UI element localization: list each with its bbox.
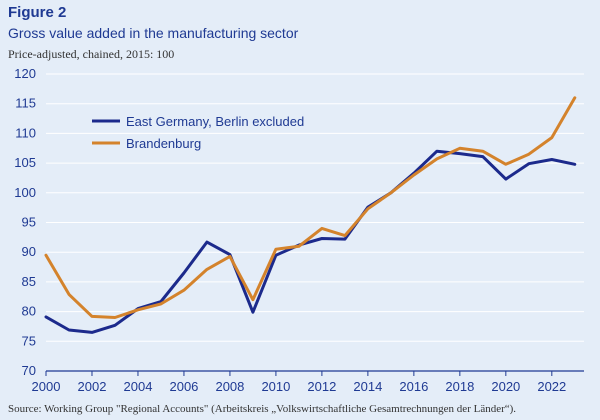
- y-tick-label: 85: [22, 274, 36, 289]
- y-tick-label: 105: [14, 155, 36, 170]
- y-tick-label: 95: [22, 215, 36, 230]
- x-tick-label: 2004: [124, 379, 153, 394]
- chart-title: Gross value added in the manufacturing s…: [8, 25, 299, 41]
- y-tick-label: 80: [22, 304, 36, 319]
- legend-label: East Germany, Berlin excluded: [126, 114, 304, 129]
- y-tick-label: 100: [14, 185, 36, 200]
- y-tick-label: 70: [22, 363, 36, 378]
- y-tick-label: 75: [22, 333, 36, 348]
- legend-label: Brandenburg: [126, 136, 201, 151]
- y-tick-label: 115: [15, 96, 36, 111]
- series-line-brandenburg: [44, 96, 577, 319]
- x-tick-label: 2016: [399, 379, 428, 394]
- x-tick-label: 2022: [537, 379, 566, 394]
- x-tick-label: 2010: [261, 379, 290, 394]
- source-note: Source: Working Group "Regional Accounts…: [8, 403, 517, 415]
- y-tick-label: 90: [22, 244, 36, 259]
- x-tick-label: 2006: [169, 379, 198, 394]
- x-tick-label: 2018: [445, 379, 474, 394]
- x-tick-label: 2008: [215, 379, 244, 394]
- x-tick-label: 2002: [78, 379, 107, 394]
- x-tick-label: 2020: [491, 379, 520, 394]
- x-tick-label: 2012: [307, 379, 336, 394]
- y-tick-label: 110: [15, 125, 36, 140]
- y-tick-label: 120: [14, 66, 36, 81]
- figure-label: Figure 2: [8, 4, 67, 21]
- x-tick-label: 2000: [32, 379, 61, 394]
- chart-subtitle: Price-adjusted, chained, 2015: 100: [8, 47, 175, 61]
- series-line-east-germany: [44, 149, 577, 334]
- x-tick-label: 2014: [353, 379, 382, 394]
